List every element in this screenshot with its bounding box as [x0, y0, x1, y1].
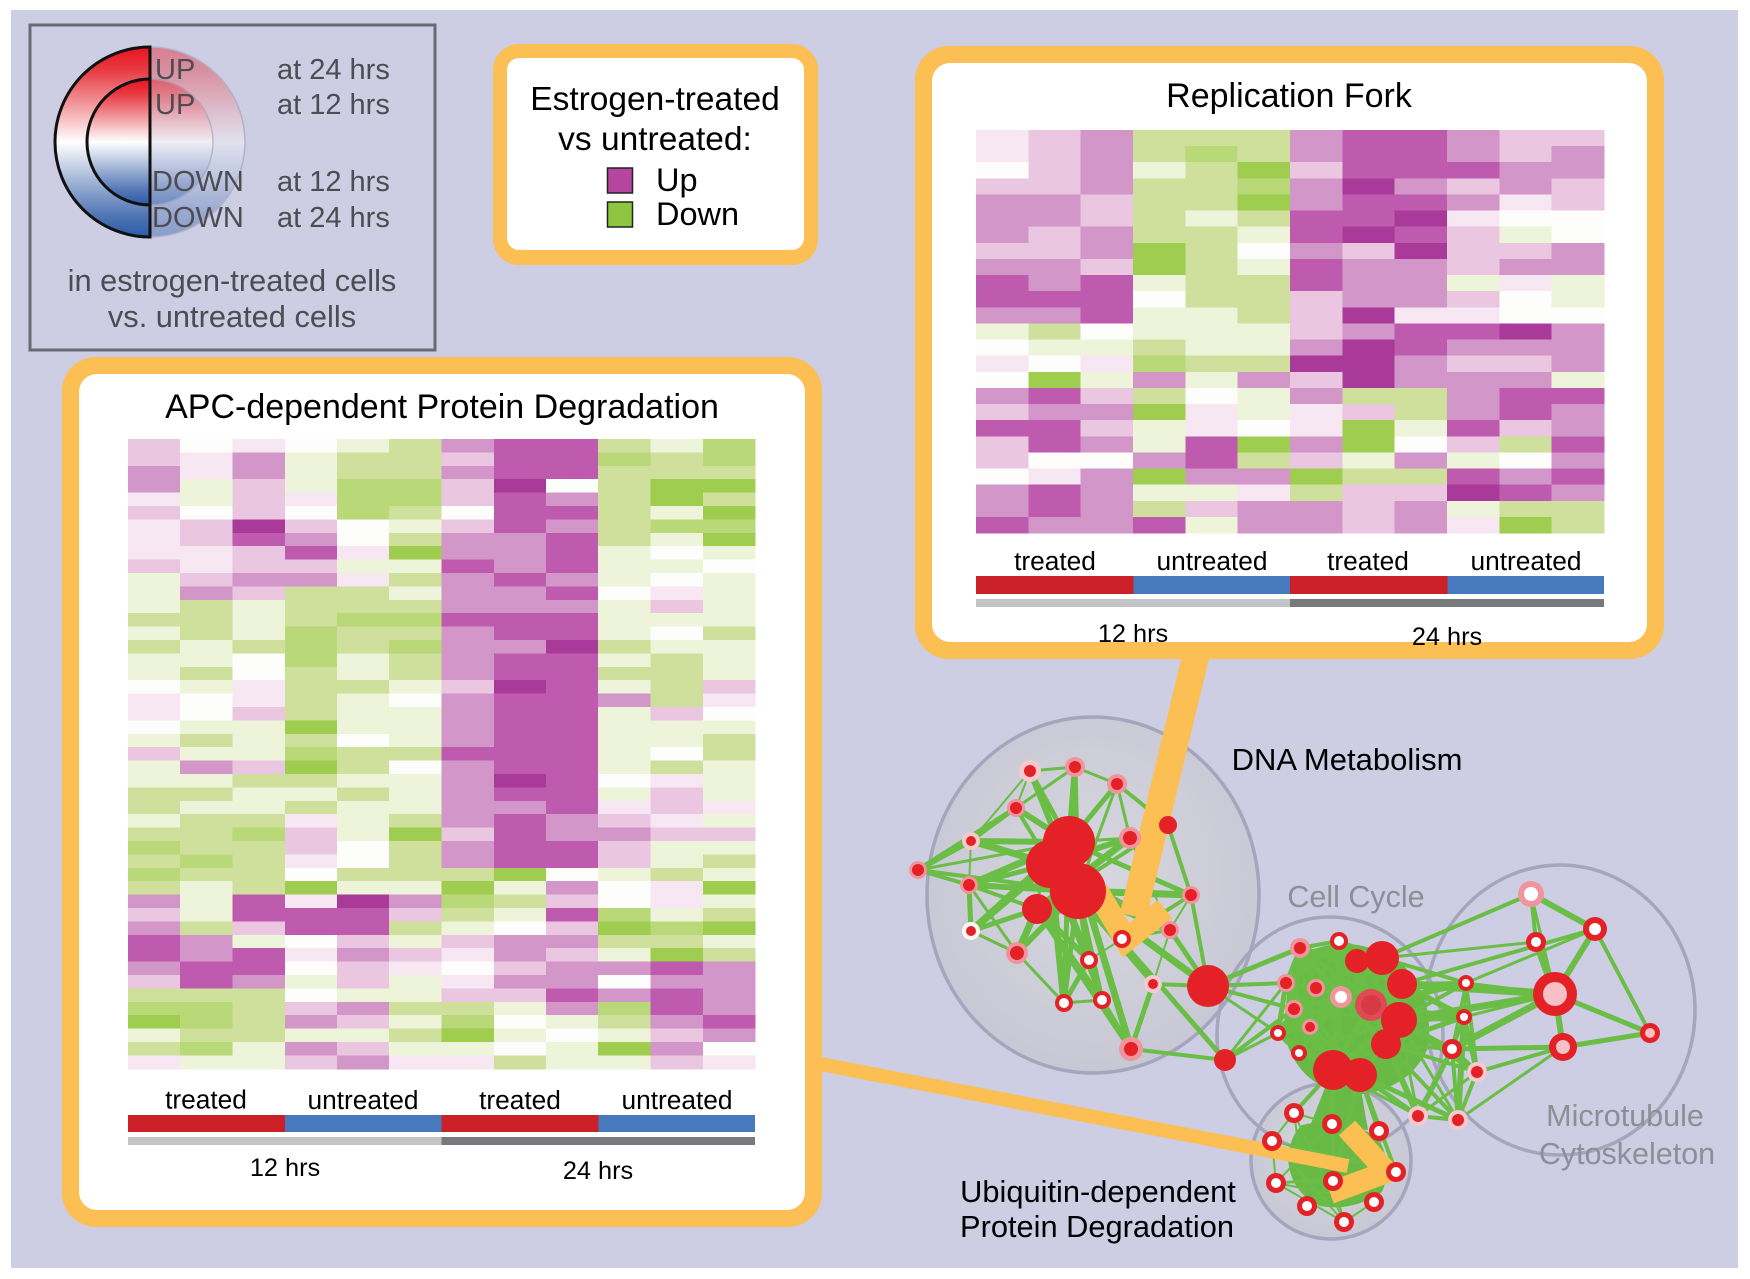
svg-text:24 hrs: 24 hrs — [1412, 623, 1482, 651]
svg-text:Cytoskeleton: Cytoskeleton — [1539, 1137, 1715, 1171]
svg-text:DNA Metabolism: DNA Metabolism — [1232, 742, 1463, 777]
svg-text:vs. untreated cells: vs. untreated cells — [108, 299, 356, 334]
svg-text:Up: Up — [656, 162, 698, 198]
svg-text:Ubiquitin-dependent: Ubiquitin-dependent — [960, 1174, 1236, 1209]
svg-text:untreated: untreated — [621, 1085, 732, 1115]
svg-text:at 24 hrs: at 24 hrs — [277, 202, 390, 234]
svg-text:24 hrs: 24 hrs — [563, 1157, 633, 1185]
svg-text:treated: treated — [1014, 546, 1096, 576]
svg-text:untreated: untreated — [1156, 546, 1267, 576]
svg-text:untreated: untreated — [307, 1085, 418, 1115]
svg-text:Microtubule: Microtubule — [1546, 1099, 1704, 1133]
svg-text:treated: treated — [479, 1085, 561, 1115]
svg-text:Cell Cycle: Cell Cycle — [1287, 880, 1424, 914]
svg-text:in estrogen-treated cells: in estrogen-treated cells — [68, 263, 397, 298]
svg-text:vs untreated:: vs untreated: — [558, 121, 752, 158]
svg-text:at 24 hrs: at 24 hrs — [277, 54, 390, 86]
svg-text:treated: treated — [1327, 546, 1409, 576]
svg-text:UP: UP — [155, 54, 195, 86]
svg-text:at 12 hrs: at 12 hrs — [277, 166, 390, 198]
svg-text:UP: UP — [155, 89, 195, 121]
svg-text:Estrogen-treated: Estrogen-treated — [530, 81, 780, 118]
svg-text:APC-dependent Protein Degradat: APC-dependent Protein Degradation — [165, 388, 719, 426]
svg-text:DOWN: DOWN — [152, 202, 244, 234]
svg-text:DOWN: DOWN — [152, 166, 244, 198]
svg-text:untreated: untreated — [1470, 546, 1581, 576]
svg-text:12 hrs: 12 hrs — [1098, 620, 1168, 648]
svg-text:Protein Degradation: Protein Degradation — [960, 1209, 1234, 1244]
svg-text:12 hrs: 12 hrs — [250, 1154, 320, 1182]
svg-text:Down: Down — [656, 196, 739, 232]
svg-text:treated: treated — [165, 1085, 247, 1115]
svg-text:Replication Fork: Replication Fork — [1166, 77, 1413, 115]
svg-text:at 12 hrs: at 12 hrs — [277, 89, 390, 121]
